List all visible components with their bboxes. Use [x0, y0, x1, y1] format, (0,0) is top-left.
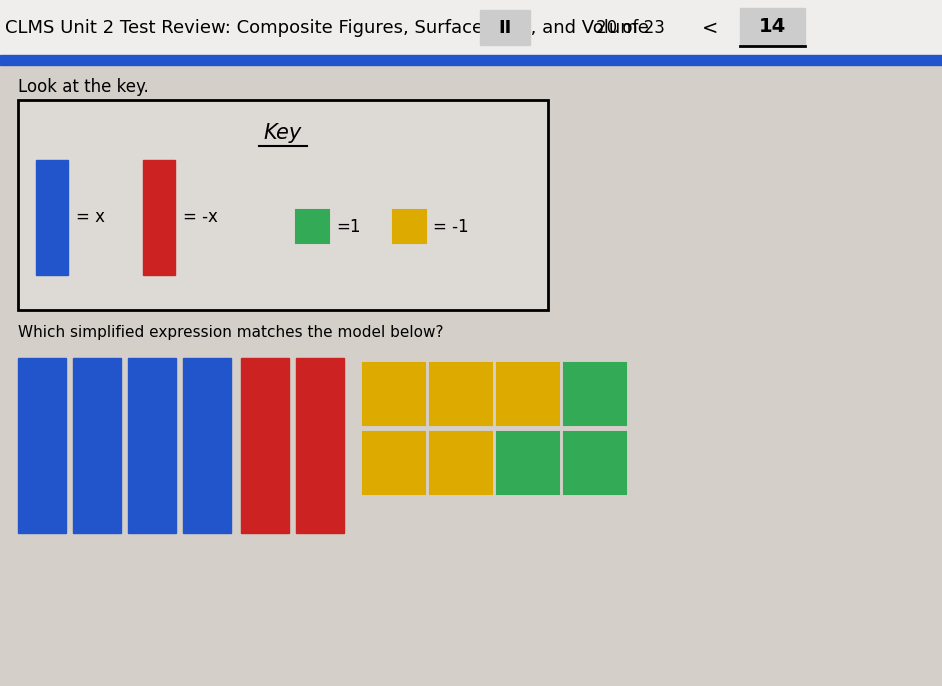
Text: 20 of 23: 20 of 23 — [595, 19, 664, 37]
Bar — [430, 363, 492, 425]
Bar — [296, 358, 344, 533]
Bar — [363, 363, 425, 425]
Bar — [0, 0, 942, 55]
Text: = -x: = -x — [183, 209, 218, 226]
Bar — [480, 10, 530, 45]
Text: II: II — [498, 19, 512, 37]
Bar — [241, 358, 289, 533]
Bar — [183, 358, 231, 533]
Bar — [564, 432, 626, 494]
Bar — [128, 358, 176, 533]
Bar — [143, 160, 175, 275]
Bar — [0, 55, 942, 65]
Bar — [18, 100, 548, 310]
Bar — [363, 432, 425, 494]
Text: Look at the key.: Look at the key. — [18, 78, 149, 96]
Text: = x: = x — [76, 209, 105, 226]
Text: = -1: = -1 — [433, 217, 468, 235]
Bar — [296, 210, 329, 243]
Bar — [18, 358, 66, 533]
Bar — [740, 8, 805, 46]
Text: <: < — [702, 19, 718, 38]
Bar — [36, 160, 68, 275]
Bar — [564, 363, 626, 425]
Text: =1: =1 — [336, 217, 361, 235]
Text: Key: Key — [264, 123, 302, 143]
Bar — [497, 363, 559, 425]
Bar — [393, 210, 426, 243]
Bar — [497, 432, 559, 494]
Bar — [73, 358, 121, 533]
Bar — [430, 432, 492, 494]
Text: CLMS Unit 2 Test Review: Composite Figures, Surface Area, and Volume: CLMS Unit 2 Test Review: Composite Figur… — [5, 19, 649, 37]
Text: Which simplified expression matches the model below?: Which simplified expression matches the … — [18, 324, 444, 340]
Text: 14: 14 — [758, 18, 786, 36]
